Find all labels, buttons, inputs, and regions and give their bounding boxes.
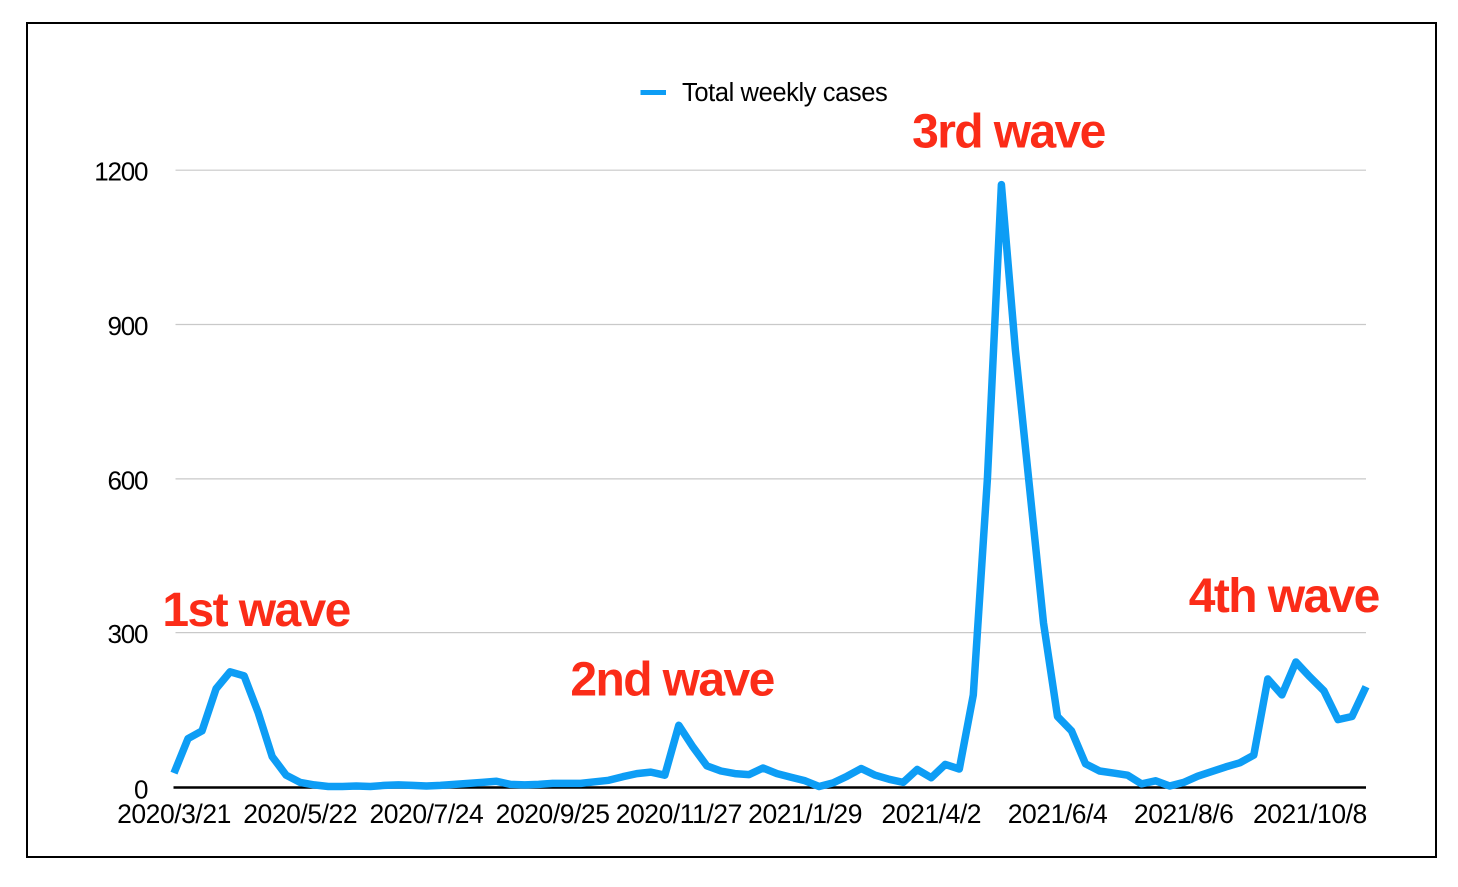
- svg-text:1200: 1200: [94, 157, 148, 187]
- svg-text:2020/5/22: 2020/5/22: [243, 799, 357, 829]
- svg-text:2021/4/2: 2021/4/2: [882, 799, 982, 829]
- svg-text:3rd wave: 3rd wave: [912, 105, 1106, 158]
- svg-text:600: 600: [108, 465, 149, 495]
- svg-text:2021/8/6: 2021/8/6: [1134, 799, 1234, 829]
- svg-text:Total weekly cases: Total weekly cases: [682, 79, 887, 107]
- svg-text:2020/11/27: 2020/11/27: [616, 799, 742, 829]
- svg-text:2020/7/24: 2020/7/24: [369, 799, 483, 829]
- svg-text:1st wave: 1st wave: [162, 584, 350, 637]
- svg-text:2nd wave: 2nd wave: [570, 653, 774, 706]
- svg-text:2021/10/8: 2021/10/8: [1253, 799, 1367, 829]
- svg-text:0: 0: [134, 774, 148, 804]
- svg-text:2020/9/25: 2020/9/25: [496, 799, 610, 829]
- svg-text:2021/6/4: 2021/6/4: [1008, 799, 1108, 829]
- svg-text:2021/1/29: 2021/1/29: [748, 799, 862, 829]
- svg-text:300: 300: [108, 619, 149, 649]
- svg-text:2020/3/21: 2020/3/21: [117, 799, 231, 829]
- svg-text:4th wave: 4th wave: [1189, 570, 1380, 623]
- svg-text:900: 900: [108, 311, 149, 341]
